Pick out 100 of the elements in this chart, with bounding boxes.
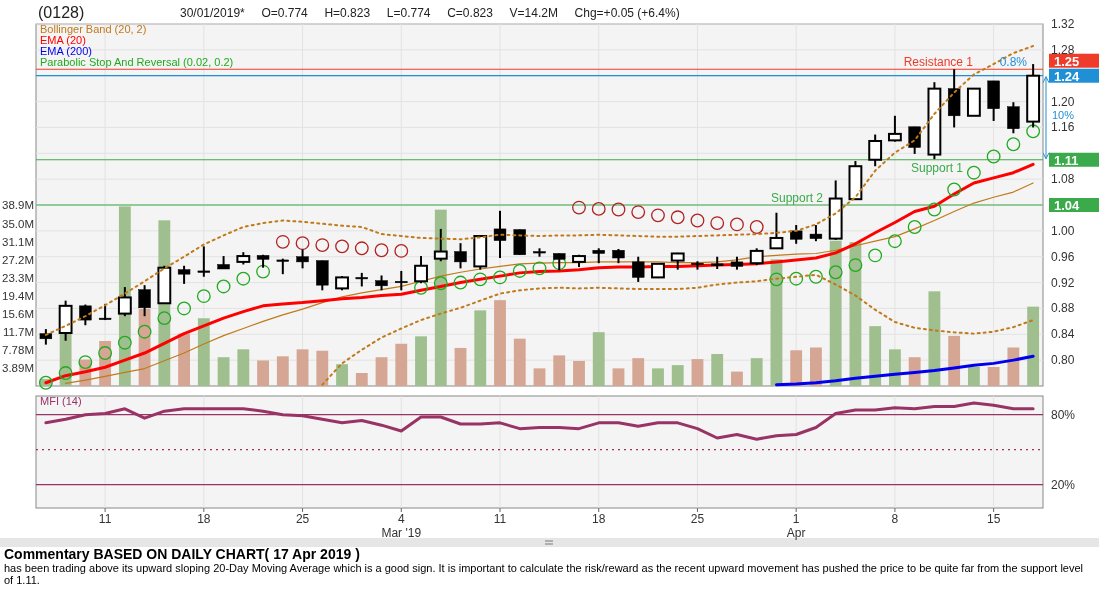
bar	[513, 338, 526, 386]
y-tick-label: 1.20	[1051, 94, 1075, 109]
y-tick-label: 20%	[1051, 477, 1076, 492]
candlestick	[117, 286, 132, 318]
bar	[533, 368, 546, 386]
bar	[454, 347, 467, 386]
point	[631, 205, 646, 220]
point	[591, 201, 606, 216]
y2-tick-label: 3.89M	[2, 361, 34, 374]
point	[651, 208, 665, 223]
bar	[375, 357, 388, 386]
bar	[296, 349, 309, 386]
point	[868, 248, 883, 263]
point	[1006, 137, 1021, 152]
point	[394, 243, 409, 258]
bar	[395, 343, 408, 386]
x-tick-label: 1 Apr	[786, 512, 806, 540]
point	[730, 217, 744, 232]
bar	[474, 310, 487, 386]
bar	[671, 365, 684, 386]
point	[947, 182, 962, 197]
point	[986, 149, 1001, 164]
bar	[1007, 347, 1020, 386]
x-tick-label: 8	[891, 512, 899, 526]
y-tick-label: 1.16	[1051, 120, 1075, 135]
point	[236, 271, 251, 286]
bar	[888, 349, 901, 386]
bar	[178, 333, 191, 386]
candlestick	[908, 125, 921, 155]
bar	[1027, 306, 1040, 386]
point	[315, 238, 330, 253]
y-tick-label: 0.80	[1051, 353, 1075, 368]
point	[532, 261, 547, 276]
y-tick-label: 0.92	[1051, 275, 1075, 290]
bar	[415, 336, 427, 386]
candlestick	[197, 245, 211, 278]
candlestick	[769, 211, 784, 250]
point	[177, 301, 192, 316]
bar	[967, 366, 980, 386]
point	[196, 289, 211, 304]
y-tick-label: 1.32	[1051, 17, 1075, 31]
point	[887, 234, 902, 249]
candlestick	[177, 264, 191, 285]
point	[512, 263, 527, 278]
candlestick	[887, 114, 902, 143]
y-tick-label: 0.84	[1051, 327, 1075, 342]
y-tick-label: 0.88	[1051, 301, 1075, 316]
bar	[197, 318, 210, 386]
point	[749, 220, 764, 234]
bar	[217, 357, 230, 386]
ref-line-label: Support 2	[770, 191, 824, 205]
chart-title: (0128)	[38, 4, 85, 21]
bar	[494, 300, 506, 386]
candlestick	[790, 224, 803, 245]
text: 1.04	[1054, 198, 1081, 213]
bar	[810, 347, 822, 386]
point	[572, 200, 586, 215]
y-tick-label: 1.08	[1051, 172, 1075, 187]
x-tick-label: 25	[295, 512, 310, 526]
x-tick-label: 15	[986, 512, 1001, 526]
annotation: 0.8%	[999, 55, 1028, 70]
bar	[790, 350, 803, 386]
y2-tick-label: 35.0M	[2, 217, 34, 230]
bar	[592, 332, 605, 386]
candlestick	[868, 133, 883, 168]
point	[808, 269, 823, 284]
candlestick	[454, 242, 467, 270]
x-tick-label: 11	[98, 512, 112, 526]
bar	[632, 358, 645, 386]
text: EMA (20)	[40, 34, 86, 46]
x-tick-label: 25	[690, 512, 705, 526]
point	[710, 216, 725, 231]
point	[670, 210, 685, 225]
text: has been trading above its upward sloping 20-Day Moving Average which is a good sign. It is important to calculate the risk/reward as the recent upward movement has pushed the price to be quite far from the support level of 1.11.	[4, 562, 1084, 586]
point	[690, 213, 705, 228]
line-series	[774, 354, 1035, 387]
text: Bollinger Band (20, 2)	[40, 23, 147, 35]
series-label: MFI (14)	[40, 395, 82, 407]
y-tick-label: 1.00	[1051, 223, 1075, 238]
y-tick-label: 80%	[1051, 407, 1076, 422]
bar	[553, 355, 566, 386]
point	[927, 202, 942, 217]
y2-tick-label: 38.9M	[2, 199, 34, 212]
bar	[336, 364, 348, 386]
point	[354, 241, 369, 256]
point	[78, 355, 93, 370]
ref-line-label: Support 1	[910, 160, 964, 175]
text: Commentary BASED ON DAILY CHART( 17 Apr 2019 )	[4, 547, 361, 562]
bar	[928, 291, 941, 386]
bar	[573, 360, 585, 386]
y2-tick-label: 31.1M	[2, 235, 34, 248]
x-tick-label: 11	[493, 512, 507, 526]
bar	[257, 360, 269, 386]
y2-tick-label: 23.3M	[2, 271, 34, 284]
bar	[316, 350, 329, 386]
point	[157, 311, 172, 326]
y2-tick-label: 19.4M	[2, 289, 34, 302]
point	[473, 272, 488, 287]
bar	[849, 242, 862, 386]
ref-line-label: Resistance 1	[903, 55, 974, 70]
